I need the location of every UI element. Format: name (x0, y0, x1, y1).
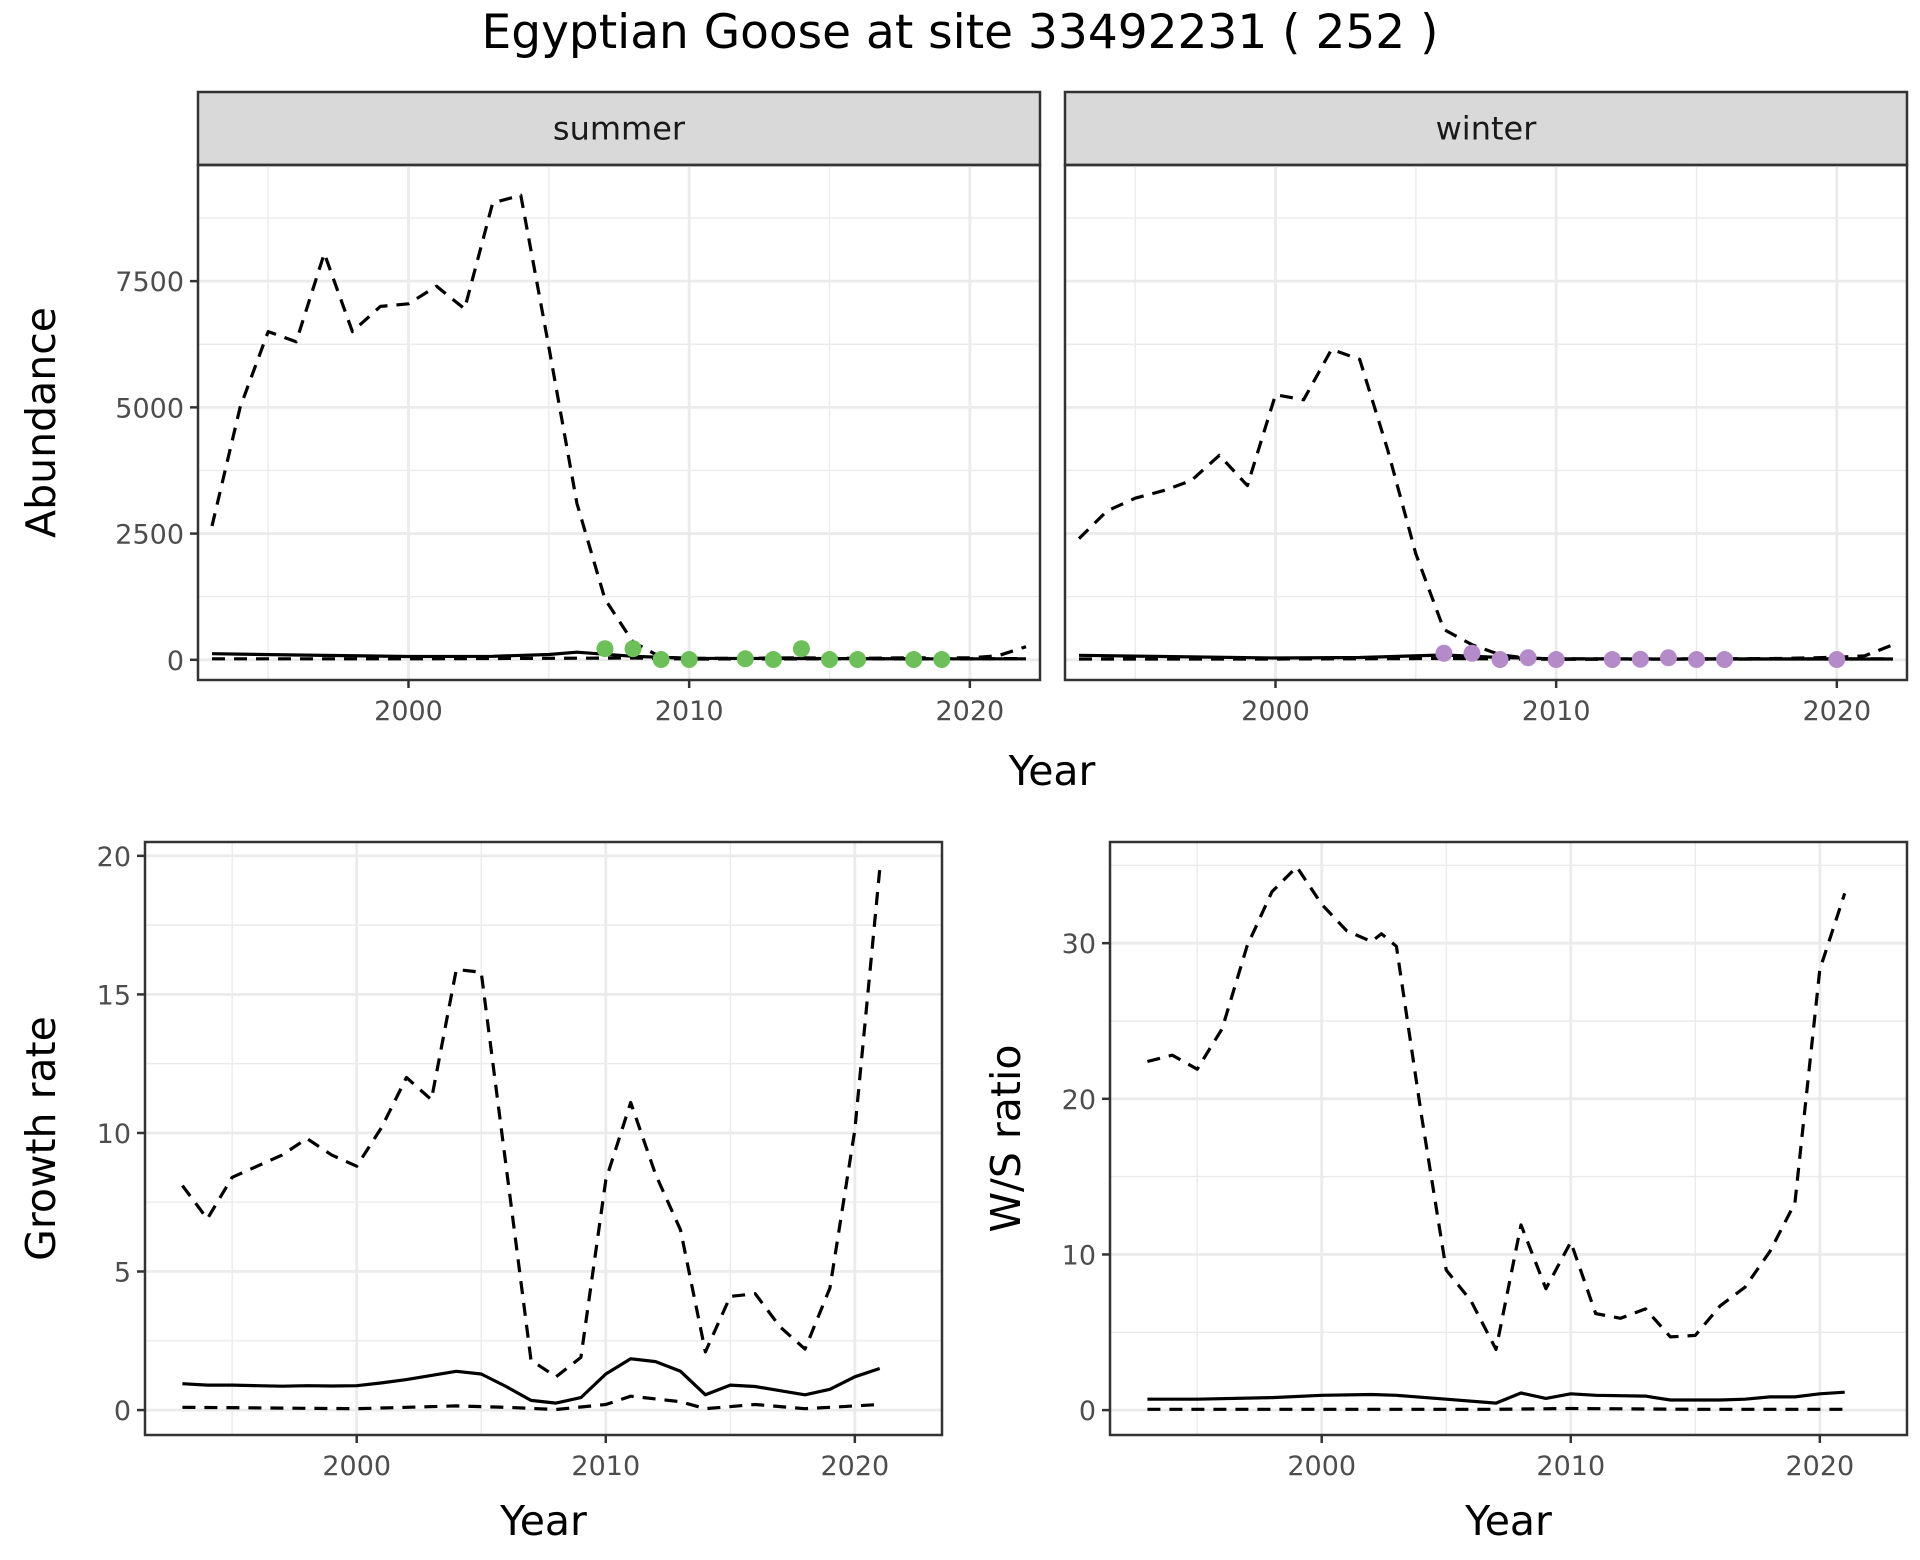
x-tick-label: 2020 (1802, 696, 1871, 727)
series-line-growth-2 (181, 869, 882, 1379)
strip-summer (196, 90, 1042, 167)
y-axis-title-ws_ratio: W/S ratio (982, 1045, 1030, 1233)
data-point-summer (680, 651, 698, 669)
x-tick-label: 2010 (655, 696, 724, 727)
series-line-ws_ratio-1 (1147, 1406, 1845, 1411)
data-point-winter (1491, 651, 1509, 669)
y-tick-label: 0 (1079, 1396, 1096, 1427)
y-tick-label: 20 (97, 842, 131, 873)
data-point-summer (764, 651, 782, 669)
y-tick-label: 10 (1062, 1240, 1096, 1271)
panel-winter: winter 2000 2010 2020 (1063, 90, 1909, 727)
data-point-winter (1688, 651, 1705, 669)
series-line-ws_ratio-0 (1147, 1390, 1845, 1405)
y-axis-title-summer: Abundance (17, 307, 65, 538)
data-point-winter (1603, 651, 1621, 669)
strip-label-summer: summer (553, 110, 686, 148)
data-point-winter (1659, 649, 1677, 667)
chart-title: Egyptian Goose at site 33492231 ( 252 ) (482, 5, 1439, 60)
data-point-summer (792, 640, 810, 658)
data-point-winter (1519, 649, 1537, 667)
panel-border-growth (143, 840, 944, 1437)
x-tick-label: 2020 (935, 696, 1004, 727)
x-axis-title-growth: Year (499, 1497, 587, 1545)
series-line-ws_ratio-2 (1147, 865, 1847, 1351)
y-tick-label: 0 (114, 1396, 131, 1427)
data-point-summer (596, 640, 614, 658)
data-point-winter (1828, 651, 1846, 669)
panel-border-ws_ratio (1108, 840, 1909, 1437)
x-tick-label: 2010 (1536, 1451, 1605, 1482)
panel-border-winter (1063, 163, 1909, 682)
y-tick-label: 20 (1062, 1085, 1096, 1116)
panel-growth: 2000 2010 2020 0 5 10 15 20 Growth rate Year (17, 840, 944, 1545)
y-axis-title-growth: Growth rate (17, 1016, 65, 1261)
y-tick-label: 7500 (115, 267, 184, 298)
data-point-summer (933, 651, 951, 669)
data-point-winter (1716, 651, 1734, 669)
y-tick-label: 10 (97, 1119, 131, 1150)
y-tick-label: 5 (114, 1258, 131, 1289)
strip-label-winter: winter (1436, 110, 1538, 148)
strip-winter (1063, 90, 1909, 167)
x-axis-title-ws_ratio: Year (1464, 1497, 1552, 1545)
series-line-winter-2 (1077, 347, 1894, 661)
x-tick-label: 2020 (820, 1451, 889, 1482)
x-tick-label: 2000 (374, 696, 443, 727)
y-tick-label: 0 (167, 646, 184, 677)
x-tick-label: 2000 (1287, 1451, 1356, 1482)
panel-summer: summer 2000 2010 2020 0 2500 5000 7500 Abundance… (17, 90, 1096, 795)
y-tick-label: 5000 (115, 393, 184, 424)
x-tick-label: 2000 (1241, 696, 1310, 727)
y-tick-label: 15 (97, 980, 131, 1011)
data-point-winter (1547, 651, 1565, 669)
y-tick-label: 2500 (115, 520, 184, 551)
panel-border-summer (196, 163, 1042, 682)
series-line-growth-1 (182, 1394, 880, 1412)
x-tick-label: 2020 (1785, 1451, 1854, 1482)
x-tick-label: 2000 (322, 1451, 391, 1482)
x-tick-label: 2010 (1522, 696, 1591, 727)
data-point-summer (821, 651, 838, 669)
data-point-winter (1435, 644, 1453, 662)
series-line-growth-0 (182, 1357, 881, 1405)
data-point-summer (849, 651, 867, 669)
x-tick-label: 2010 (571, 1451, 640, 1482)
x-axis-title-top: Year (1008, 747, 1096, 795)
y-tick-label: 30 (1062, 929, 1096, 960)
data-point-winter (1463, 644, 1481, 662)
data-point-summer (736, 650, 754, 668)
data-point-summer (652, 651, 670, 669)
data-point-summer (905, 651, 923, 669)
panel-ws_ratio: 2000 2010 2020 0 10 20 30 W/S ratio Year (982, 840, 1909, 1545)
series-line-summer-1 (212, 656, 1027, 661)
data-point-summer (624, 640, 642, 658)
data-point-winter (1631, 650, 1649, 668)
